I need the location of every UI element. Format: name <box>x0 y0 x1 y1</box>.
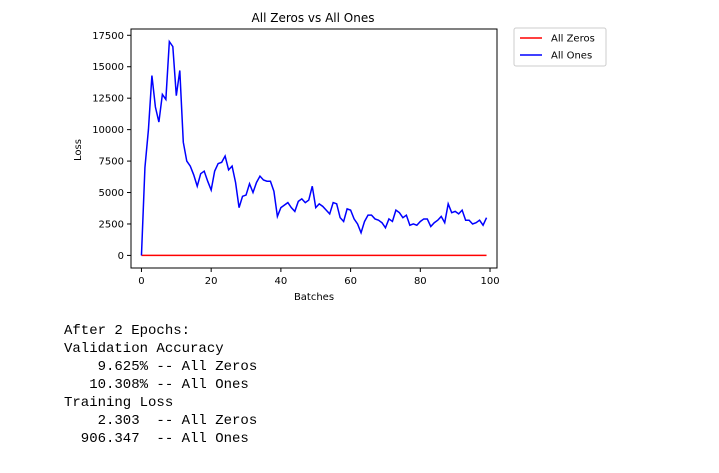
training-output: After 2 Epochs: Validation Accuracy 9.625… <box>64 322 257 448</box>
y-tick-label: 17500 <box>92 31 124 42</box>
x-tick-label: 40 <box>275 276 288 287</box>
x-tick-label: 100 <box>480 276 499 287</box>
output-line: 2.303 -- All Zeros <box>64 413 258 429</box>
x-tick-label: 20 <box>205 276 218 287</box>
x-tick-label: 80 <box>414 276 427 287</box>
y-tick-label: 2500 <box>99 219 124 230</box>
legend-label: All Zeros <box>551 34 595 45</box>
x-axis-label: Batches <box>294 292 334 303</box>
output-line: 906.347 -- All Ones <box>64 431 249 447</box>
chart-title: All Zeros vs All Ones <box>252 11 375 25</box>
x-axis-ticks: 0 20 40 60 80 100 <box>138 268 500 287</box>
y-axis-ticks: 0 2500 5000 7500 10000 12500 15000 17500 <box>92 31 131 262</box>
y-tick-label: 0 <box>118 251 124 262</box>
loss-chart: All Zeros vs All Ones 0 20 40 60 80 100 0 2500… <box>73 11 607 303</box>
y-tick-label: 10000 <box>92 125 124 136</box>
output-line: 10.308% -- All Ones <box>64 377 249 393</box>
output-line: Training Loss <box>64 395 174 411</box>
output-line: After 2 Epochs: <box>64 323 191 339</box>
y-axis-label: Loss <box>73 139 84 161</box>
series-line-all-ones <box>140 39 488 256</box>
y-tick-label: 7500 <box>99 157 124 168</box>
y-tick-label: 12500 <box>92 94 124 105</box>
output-line: Validation Accuracy <box>64 341 224 357</box>
axes-frame <box>130 28 498 269</box>
legend: All Zeros All Ones <box>513 27 607 67</box>
x-tick-label: 60 <box>344 276 357 287</box>
plot-area <box>140 39 488 257</box>
x-tick-label: 0 <box>138 276 144 287</box>
y-tick-label: 15000 <box>92 62 124 73</box>
y-tick-label: 5000 <box>99 188 124 199</box>
legend-label: All Ones <box>551 51 592 62</box>
output-line: 9.625% -- All Zeros <box>64 359 258 375</box>
